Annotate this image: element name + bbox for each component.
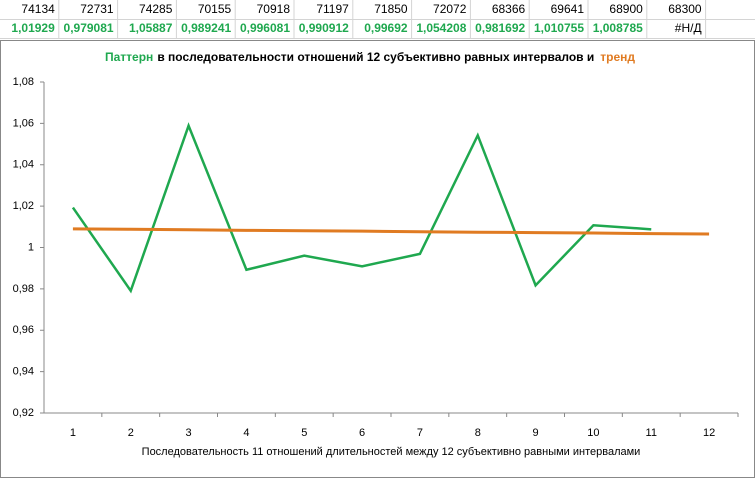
x-tick-label: 12 (703, 427, 715, 439)
x-tick-label: 8 (475, 427, 481, 439)
x-tick-label: 10 (587, 427, 599, 439)
x-tick-label: 4 (243, 427, 249, 439)
series-line (71, 122, 652, 294)
cell: 1,054208 (416, 21, 466, 35)
cell: 70918 (257, 2, 291, 16)
y-tick-label: 0,94 (13, 366, 34, 378)
cell: 68900 (609, 2, 643, 16)
cell: 74285 (139, 2, 173, 16)
legend-trend: тренд (600, 50, 635, 64)
cell: 1,008785 (593, 21, 643, 35)
cell: 0,990912 (299, 21, 349, 35)
y-tick-label: 0,96 (13, 324, 34, 336)
cell: 70155 (198, 2, 232, 16)
chart-title-line: Паттерн в последовательности отношений 12… (105, 50, 635, 64)
y-tick-label: 1 (28, 241, 34, 253)
y-tick-label: 0,98 (13, 283, 34, 295)
y-tick-label: 1,04 (13, 159, 34, 171)
cell: 0,981692 (475, 21, 525, 35)
y-tick-label: 1,02 (13, 200, 34, 212)
cell: 0,979081 (64, 21, 114, 35)
chart-frame (0, 40, 755, 478)
x-tick-label: 6 (359, 427, 365, 439)
cell: 0,996081 (240, 21, 290, 35)
cell: 72731 (80, 2, 114, 16)
x-tick-label: 1 (70, 427, 76, 439)
series-line (72, 227, 710, 236)
legend-pattern: Паттерн (105, 50, 153, 64)
cell: 72072 (433, 2, 467, 16)
cell: 74134 (21, 2, 55, 16)
cell: 68366 (492, 2, 526, 16)
cell: 69641 (551, 2, 585, 16)
x-tick-label: 5 (301, 427, 307, 439)
cell: #Н/Д (675, 21, 702, 35)
y-tick-label: 1,08 (13, 76, 34, 88)
y-tick-label: 1,06 (13, 117, 34, 129)
x-tick-label: 3 (186, 427, 192, 439)
cell: 0,989241 (181, 21, 231, 35)
cell: 71197 (316, 2, 349, 16)
cell: 0,99692 (364, 21, 408, 35)
cell: 1,01929 (11, 21, 55, 35)
x-tick-label: 11 (646, 427, 657, 439)
cell: 71850 (374, 2, 408, 16)
cell: 68300 (668, 2, 702, 16)
x-tick-label: 2 (128, 427, 134, 439)
chart-title: в последовательности отношений 12 субъек… (157, 50, 594, 64)
x-axis-label: Последовательность 11 отношений длительн… (142, 446, 641, 458)
x-tick-label: 7 (417, 427, 423, 439)
cell: 1,010755 (534, 21, 584, 35)
x-tick-label: 9 (533, 427, 539, 439)
cell: 1,05887 (129, 21, 173, 35)
y-tick-label: 0,92 (13, 407, 34, 419)
